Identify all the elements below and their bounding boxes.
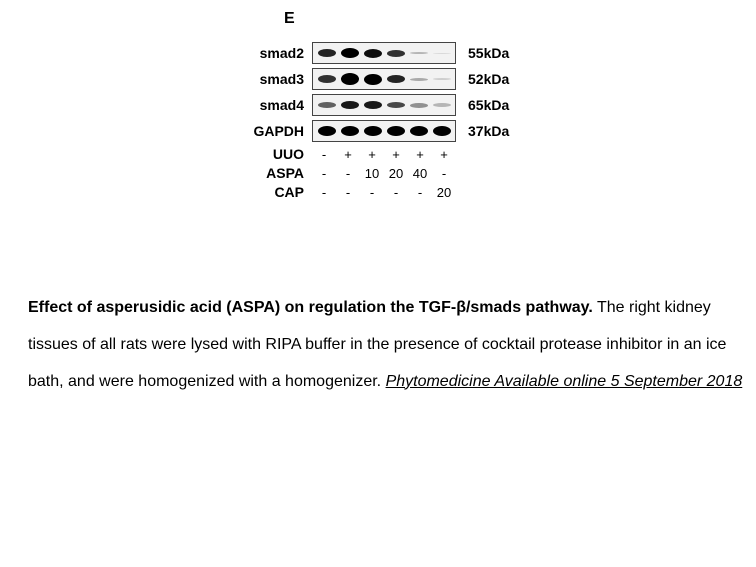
blot-band — [387, 50, 405, 57]
condition-value: - — [410, 185, 430, 200]
condition-value: 20 — [386, 166, 406, 181]
condition-label: ASPA — [240, 165, 312, 181]
condition-value: - — [314, 147, 334, 162]
blot-band — [364, 74, 382, 85]
molecular-weight-label: 55kDa — [468, 45, 509, 61]
blot-band — [318, 102, 336, 108]
panel-letter: E — [284, 10, 560, 28]
condition-value: 10 — [362, 166, 382, 181]
blot-row: smad4 65kDa — [240, 94, 560, 116]
blot-band — [433, 78, 451, 80]
condition-value: + — [338, 147, 358, 162]
blot-band — [410, 103, 428, 108]
condition-values: -+++++ — [312, 147, 456, 162]
protein-label: smad3 — [240, 71, 312, 87]
blot-band — [318, 49, 336, 57]
blot-rows-container: smad2 55kDa smad3 52kDa smad4 65kDa GAPDH 37kDa — [240, 42, 560, 142]
blot-band — [410, 52, 428, 54]
condition-value: 40 — [410, 166, 430, 181]
blot-band — [364, 126, 382, 136]
blot-band — [433, 126, 451, 136]
condition-rows-container: UUO-+++++ASPA--102040-CAP-----20 — [240, 146, 560, 200]
condition-value: - — [386, 185, 406, 200]
condition-value: - — [314, 166, 334, 181]
condition-label: UUO — [240, 146, 312, 162]
condition-row: CAP-----20 — [240, 184, 560, 200]
blot-band — [387, 102, 405, 108]
figure-caption: Effect of asperusidic acid (ASPA) on reg… — [28, 290, 746, 400]
condition-value: - — [338, 166, 358, 181]
blot-band — [341, 48, 359, 58]
blot-band — [410, 78, 428, 81]
blot-lanes — [312, 120, 456, 142]
blot-row: GAPDH 37kDa — [240, 120, 560, 142]
condition-value: + — [386, 147, 406, 162]
blot-band — [433, 53, 451, 54]
blot-band — [364, 101, 382, 109]
condition-value: + — [434, 147, 454, 162]
condition-label: CAP — [240, 184, 312, 200]
blot-lanes — [312, 94, 456, 116]
molecular-weight-label: 37kDa — [468, 123, 509, 139]
condition-value: - — [338, 185, 358, 200]
blot-lanes — [312, 68, 456, 90]
protein-label: smad2 — [240, 45, 312, 61]
blot-band — [410, 126, 428, 136]
protein-label: smad4 — [240, 97, 312, 113]
blot-band — [364, 49, 382, 58]
condition-value: 20 — [434, 185, 454, 200]
blot-band — [433, 103, 451, 107]
blot-band — [341, 73, 359, 85]
molecular-weight-label: 65kDa — [468, 97, 509, 113]
caption-reference: Phytomedicine Available online 5 Septemb… — [386, 373, 743, 390]
molecular-weight-label: 52kDa — [468, 71, 509, 87]
blot-band — [341, 101, 359, 109]
condition-values: -----20 — [312, 185, 456, 200]
condition-value: + — [410, 147, 430, 162]
blot-band — [318, 75, 336, 83]
blot-band — [341, 126, 359, 136]
blot-band — [387, 75, 405, 83]
blot-row: smad3 52kDa — [240, 68, 560, 90]
condition-row: ASPA--102040- — [240, 165, 560, 181]
blot-band — [318, 126, 336, 136]
blot-lanes — [312, 42, 456, 64]
protein-label: GAPDH — [240, 123, 312, 139]
caption-title: Effect of asperusidic acid (ASPA) on reg… — [28, 299, 593, 316]
condition-value: + — [362, 147, 382, 162]
condition-value: - — [362, 185, 382, 200]
condition-value: - — [314, 185, 334, 200]
condition-row: UUO-+++++ — [240, 146, 560, 162]
blot-band — [387, 126, 405, 136]
condition-value: - — [434, 166, 454, 181]
western-blot-panel: E smad2 55kDa smad3 52kDa smad4 65kDa GAPDH 37k… — [240, 10, 560, 200]
blot-row: smad2 55kDa — [240, 42, 560, 64]
condition-values: --102040- — [312, 166, 456, 181]
